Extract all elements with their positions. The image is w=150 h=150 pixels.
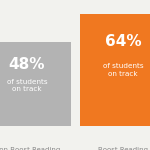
Bar — [80, 14, 150, 126]
Text: 64%: 64% — [105, 34, 141, 49]
Text: Boost Reading
students: Boost Reading students — [98, 147, 148, 150]
Text: Non-Boost Reading
students: Non-Boost Reading students — [0, 147, 60, 150]
Text: of students
on track: of students on track — [7, 79, 47, 92]
Text: 48%: 48% — [9, 57, 45, 72]
Text: of students
on track: of students on track — [103, 63, 143, 77]
Bar — [0, 42, 70, 126]
